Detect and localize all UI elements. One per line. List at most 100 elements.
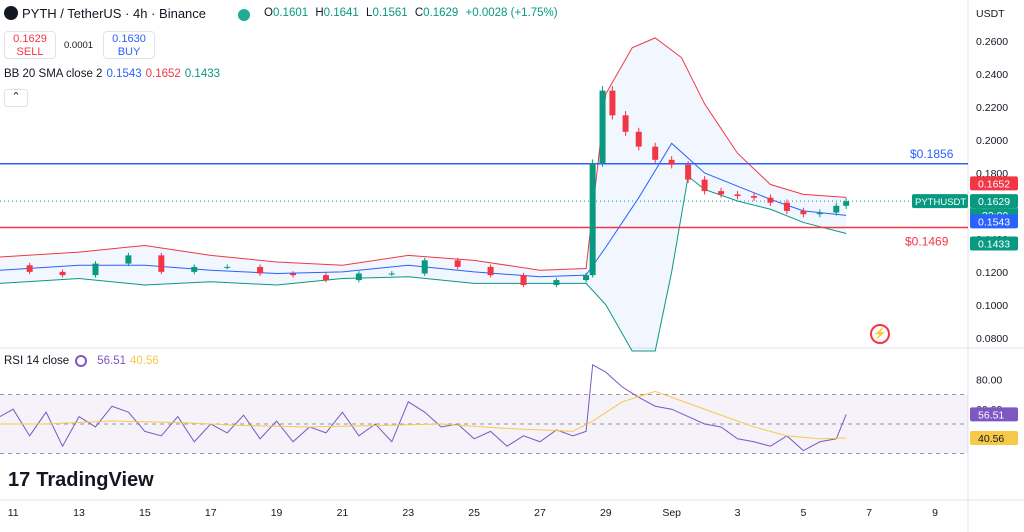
market-status-icon[interactable] <box>238 9 250 21</box>
time-axis-label: 23 <box>402 507 414 519</box>
time-axis-label: 25 <box>468 507 480 519</box>
resistance-label: $0.1856 <box>910 147 954 161</box>
time-axis-label: 11 <box>8 507 19 519</box>
candle-body <box>487 266 494 276</box>
support-label: $0.1469 <box>905 235 949 249</box>
chart-header: PYTH / TetherUS · 4h · Binance O0.1601 H… <box>0 0 968 30</box>
candle-body <box>843 201 850 206</box>
time-axis-label: 3 <box>735 507 741 519</box>
price-axis-label: 0.2000 <box>976 135 1008 147</box>
collapse-legend-button[interactable]: ⌃ <box>4 89 28 107</box>
price-tag-bg <box>970 194 1018 209</box>
buy-button[interactable]: 0.1630 BUY <box>103 31 155 59</box>
candle-body <box>583 275 590 281</box>
time-axis-label: 7 <box>866 507 872 519</box>
candle-body <box>191 266 198 272</box>
price-axis-label: 0.2200 <box>976 102 1008 114</box>
candle-body <box>652 146 659 160</box>
sell-label: SELL <box>16 46 44 58</box>
price-axis-label: 0.2400 <box>976 69 1008 81</box>
basis-tag-bg <box>970 214 1018 229</box>
rsi-legend-label: RSI 14 close <box>4 355 70 367</box>
candle-body <box>322 275 329 281</box>
price-tag: 0.1629 <box>978 196 1010 208</box>
time-axis-label: 15 <box>139 507 151 519</box>
bb-basis-line <box>0 142 847 278</box>
symbol-tag: PYTHUSDT <box>915 197 966 208</box>
time-axis-label: 19 <box>271 507 283 519</box>
rsi-legend[interactable]: RSI 14 close 56.51 40.56 <box>4 355 159 367</box>
time-axis-label: 29 <box>600 507 612 519</box>
time-axis-label: Sep <box>662 507 681 519</box>
bb-lower-line <box>0 175 847 352</box>
symbol-tag-bg <box>912 194 968 209</box>
candle-body <box>750 196 757 198</box>
candle-body <box>767 197 774 203</box>
candle-body <box>734 194 741 197</box>
tradingview-logo: 17 TradingView <box>8 469 154 491</box>
symbol-title[interactable]: PYTH / TetherUS · 4h · Binance <box>22 6 207 21</box>
bb-legend[interactable]: BB 20 SMA close 2 0.1543 0.1652 0.1433 <box>4 68 220 80</box>
rsi-value: 56.51 <box>97 355 126 367</box>
price-axis-label: 0.0800 <box>976 333 1008 345</box>
candle-body <box>92 263 99 276</box>
bollinger-band-fill <box>0 37 847 351</box>
buy-label: BUY <box>117 46 141 58</box>
tradingview-mark-icon: 17 <box>8 469 31 491</box>
basis-tag: 0.1543 <box>978 216 1010 228</box>
rsi-tag-bg <box>970 407 1018 422</box>
price-axis-label: 0.2600 <box>976 36 1008 48</box>
lower-band-tag-bg <box>970 236 1018 251</box>
time-axis-label: 9 <box>932 507 938 519</box>
sell-price: 0.1629 <box>13 33 47 45</box>
currency-label[interactable]: USDT <box>976 8 1005 20</box>
price-axis-label: 0.1200 <box>976 267 1008 279</box>
buy-price: 0.1630 <box>112 33 146 45</box>
bb-legend-label: BB 20 SMA close 2 <box>4 68 103 80</box>
candle-body <box>701 179 708 192</box>
sell-button[interactable]: 0.1629 SELL <box>4 31 56 59</box>
candle-body <box>553 280 560 286</box>
rsi-line <box>0 363 847 452</box>
time-axis-label: 13 <box>73 507 85 519</box>
candle-body <box>718 191 725 195</box>
candle-body <box>125 255 132 264</box>
time-axis-label: 17 <box>205 507 217 519</box>
rsi-tag: 56.51 <box>978 409 1004 421</box>
candle-body <box>589 163 596 276</box>
candle-body <box>622 115 629 132</box>
candle-body <box>783 202 790 211</box>
candle-body <box>290 273 297 276</box>
candle-body <box>257 266 264 274</box>
candle-body <box>158 255 165 272</box>
bb-upper-value: 0.1652 <box>145 68 181 80</box>
bb-basis-value: 0.1543 <box>106 68 142 80</box>
candle-body <box>454 260 461 267</box>
candle-body <box>26 265 33 272</box>
rsi-ma-tag: 40.56 <box>978 433 1004 445</box>
ohlc-values: O0.1601 H0.1641 L0.1561 C0.1629 +0.0028 … <box>264 7 558 19</box>
time-axis-label: 21 <box>337 507 349 519</box>
flash-icon[interactable]: ⚡ <box>870 324 890 344</box>
candle-body <box>635 131 642 147</box>
candle-body <box>800 210 807 215</box>
candle-body <box>421 260 428 274</box>
candle-body <box>388 273 395 275</box>
upper-band-tag-bg <box>970 176 1018 191</box>
candle-body <box>224 266 231 268</box>
rsi-ma-value: 40.56 <box>129 355 159 367</box>
pyth-logo-icon <box>4 6 18 20</box>
candle-body <box>59 271 66 276</box>
rsi-ma-line <box>0 390 847 440</box>
candle-body <box>599 90 606 164</box>
candle-body <box>520 275 527 286</box>
candle-body <box>355 273 362 281</box>
candle-body <box>609 90 616 116</box>
rsi-settings-icon <box>75 355 88 367</box>
rsi-axis-label: 80.00 <box>976 375 1002 387</box>
spread-value: 0.0001 <box>64 40 94 51</box>
upper-band-tag: 0.1652 <box>978 178 1010 190</box>
time-axis-label: 5 <box>800 507 806 519</box>
bb-lower-value: 0.1433 <box>184 68 221 80</box>
